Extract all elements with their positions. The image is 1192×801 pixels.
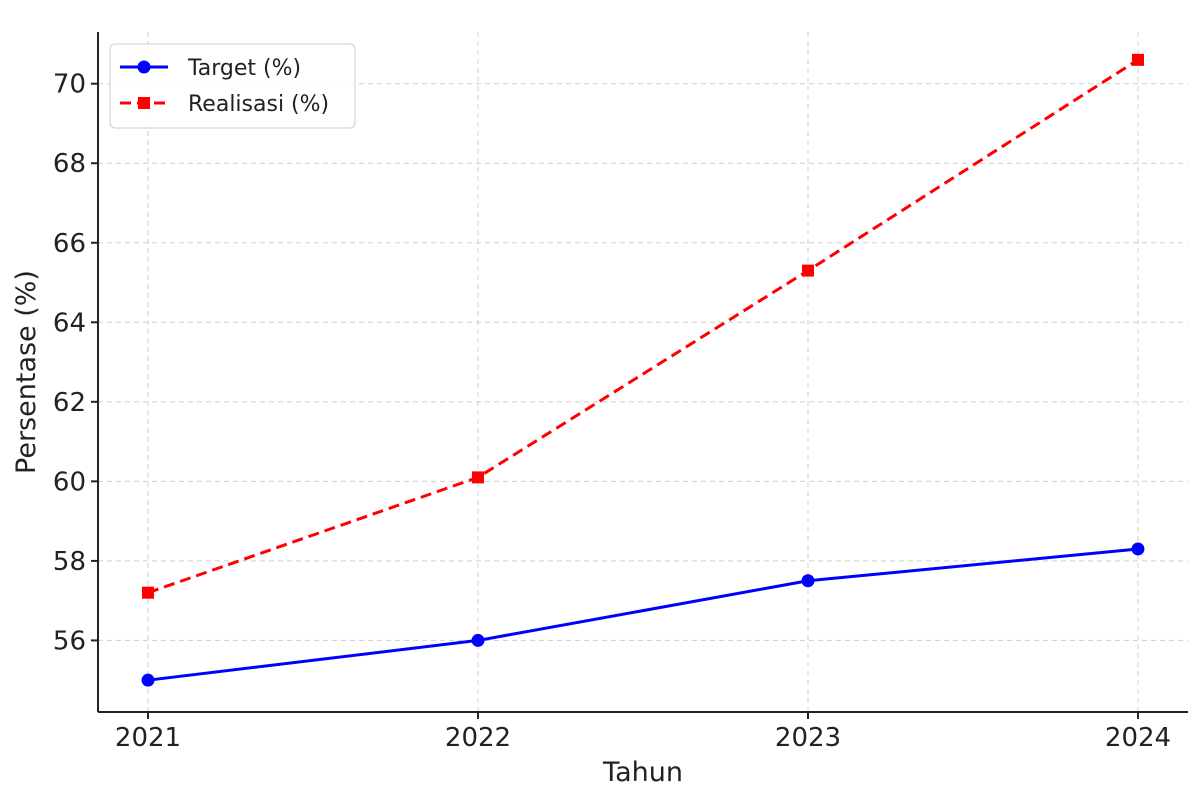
data-point-realisasi: [142, 586, 154, 599]
y-tick-label: 56: [53, 626, 86, 656]
legend: Target (%) Realisasi (%): [109, 43, 356, 129]
series-layer: [141, 53, 1145, 687]
y-tick-label: 62: [53, 388, 86, 418]
x-tick-label: 2022: [445, 723, 511, 753]
y-tick-label: 58: [53, 547, 86, 577]
data-point-target: [801, 574, 815, 588]
series-line-target: [147, 547, 1139, 682]
legend-label-realisasi: Realisasi (%): [188, 92, 329, 117]
x-axis-title: Tahun: [602, 757, 683, 788]
legend-marker-target: [137, 60, 151, 74]
x-tick-label: 2023: [775, 723, 841, 753]
legend-marker-realisasi: [138, 97, 150, 109]
data-point-target: [471, 633, 485, 647]
y-tick-label: 70: [53, 70, 86, 100]
x-tick-label: 2021: [115, 723, 181, 753]
data-point-target: [1131, 542, 1145, 556]
y-tick-label: 60: [53, 467, 86, 497]
legend-label-target: Target (%): [187, 56, 301, 81]
data-point-target: [141, 673, 155, 687]
axes: 2021 2022 2023 2024 56 58 60 62 64 66 68 70: [53, 32, 1188, 753]
series-line-realisasi: [147, 58, 1139, 595]
y-axis-title: Persentase (%): [11, 270, 42, 474]
y-tick-label: 64: [53, 308, 86, 338]
y-tick-label: 68: [53, 149, 86, 179]
y-tick-label: 66: [53, 229, 86, 259]
legend-box: [109, 43, 356, 129]
grid: [98, 32, 1188, 712]
data-point-realisasi: [1132, 53, 1144, 66]
data-point-realisasi: [802, 264, 814, 277]
x-tick-label: 2024: [1105, 723, 1171, 753]
data-point-realisasi: [472, 471, 484, 484]
